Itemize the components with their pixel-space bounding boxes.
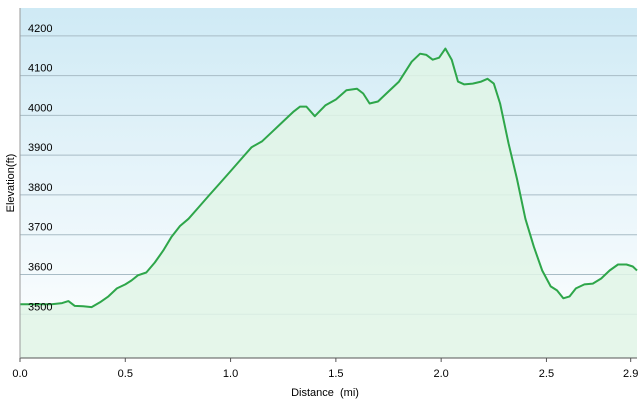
- y-tick-label: 3900: [28, 142, 52, 154]
- x-tick-label: 2.5: [539, 368, 554, 380]
- x-tick-label: 0.0: [12, 368, 27, 380]
- elevation-line: [20, 47, 638, 309]
- y-tick-label: 4000: [28, 102, 52, 114]
- y-tick-label: 4200: [28, 23, 52, 35]
- x-axis-label: Distance (mi): [291, 387, 359, 399]
- elevation-area-fill: [20, 48, 637, 358]
- elevation-line-group: [20, 47, 638, 309]
- x-tick-label: 2.0: [434, 368, 449, 380]
- x-tick-label: 1.5: [328, 368, 343, 380]
- y-tick-label: 3500: [28, 301, 52, 313]
- x-tick-label: 1.0: [223, 368, 238, 380]
- y-tick-label: 3600: [28, 261, 52, 273]
- y-tick-labels: 3500 3600 3700 3800 3900 4000 4100 4200: [28, 23, 52, 313]
- y-tick-label: 4100: [28, 63, 52, 75]
- y-tick-label: 3800: [28, 182, 52, 194]
- x-tick-labels: 0.0 0.5 1.0 1.5 2.0 2.5 2.9: [12, 358, 638, 380]
- x-tick-label: 0.5: [118, 368, 133, 380]
- y-tick-label: 3700: [28, 222, 52, 234]
- x-tick-label: 2.9: [623, 368, 638, 380]
- elevation-area: [20, 48, 637, 358]
- y-axis-label: Elevation(ft): [5, 154, 17, 213]
